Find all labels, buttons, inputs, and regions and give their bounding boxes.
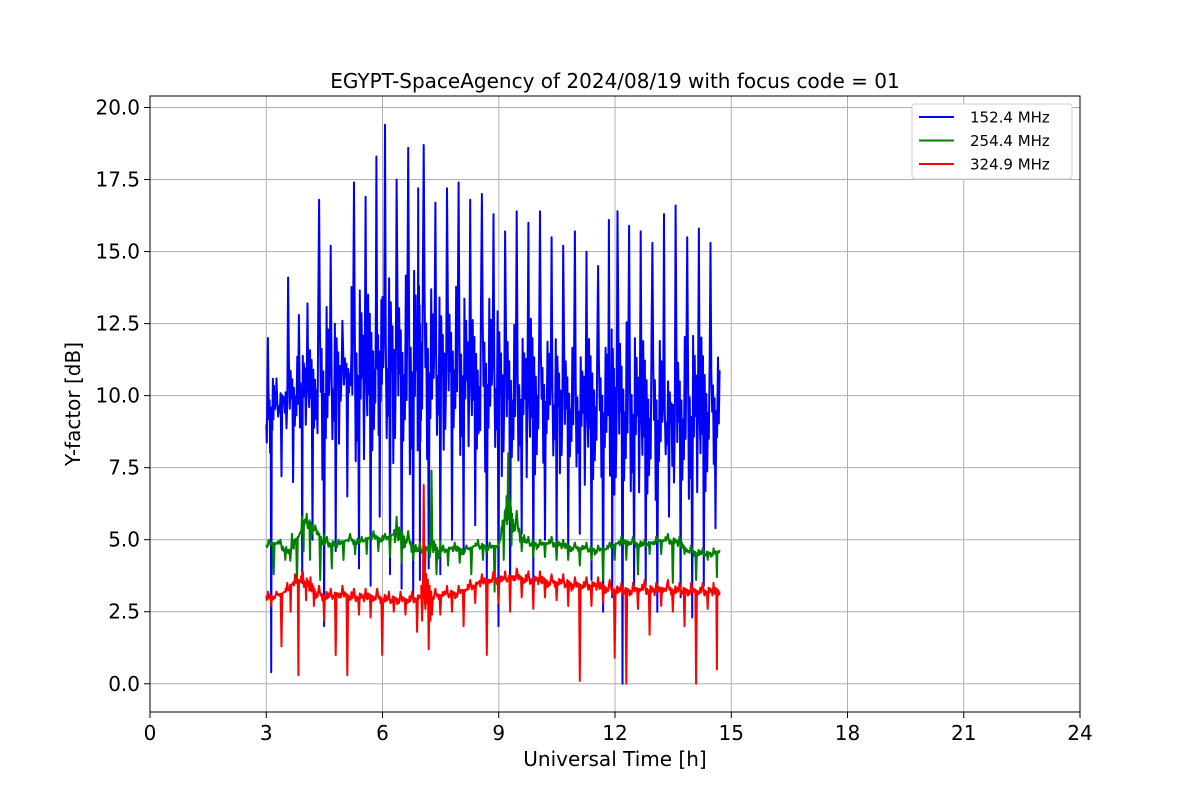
legend-box xyxy=(911,103,1073,180)
legend-label: 324.9 MHz xyxy=(970,156,1050,174)
series-152-4-mhz xyxy=(265,123,721,685)
series-line xyxy=(265,484,721,685)
series-324-9-mhz xyxy=(265,484,721,685)
series-line xyxy=(265,452,721,593)
y-tick-label: 2.5 xyxy=(108,600,140,624)
x-axis-label: Universal Time [h] xyxy=(523,747,706,771)
legend: 152.4 MHz 254.4 MHz 324.9 MHz xyxy=(911,103,1073,180)
x-tick-label: 12 xyxy=(602,721,627,745)
y-axis-ticks: 0.0 2.5 5.0 7.5 10.0 12.5 15.0 17.5 20.0 xyxy=(95,96,150,696)
legend-label: 254.4 MHz xyxy=(970,132,1050,150)
chart-title: EGYPT-SpaceAgency of 2024/08/19 with foc… xyxy=(330,69,899,93)
x-tick-label: 3 xyxy=(260,721,273,745)
y-tick-label: 17.5 xyxy=(95,168,140,192)
x-tick-label: 15 xyxy=(719,721,744,745)
y-tick-label: 7.5 xyxy=(108,456,140,480)
legend-label: 152.4 MHz xyxy=(970,109,1050,127)
series-line xyxy=(265,123,721,685)
y-tick-label: 20.0 xyxy=(95,96,140,120)
x-tick-label: 0 xyxy=(144,721,157,745)
x-axis-ticks: 0 3 6 9 12 15 18 21 24 xyxy=(144,712,1093,745)
y-tick-label: 15.0 xyxy=(95,240,140,264)
y-tick-label: 5.0 xyxy=(108,528,140,552)
y-tick-label: 0.0 xyxy=(108,672,140,696)
y-tick-label: 12.5 xyxy=(95,312,140,336)
x-tick-label: 9 xyxy=(492,721,505,745)
y-axis-label: Y-factor [dB] xyxy=(61,342,85,467)
x-tick-label: 21 xyxy=(951,721,976,745)
series-254-4-mhz xyxy=(265,452,721,593)
x-tick-label: 6 xyxy=(376,721,389,745)
x-tick-label: 18 xyxy=(835,721,860,745)
y-tick-label: 10.0 xyxy=(95,384,140,408)
series-lines xyxy=(265,123,721,685)
x-tick-label: 24 xyxy=(1067,721,1092,745)
